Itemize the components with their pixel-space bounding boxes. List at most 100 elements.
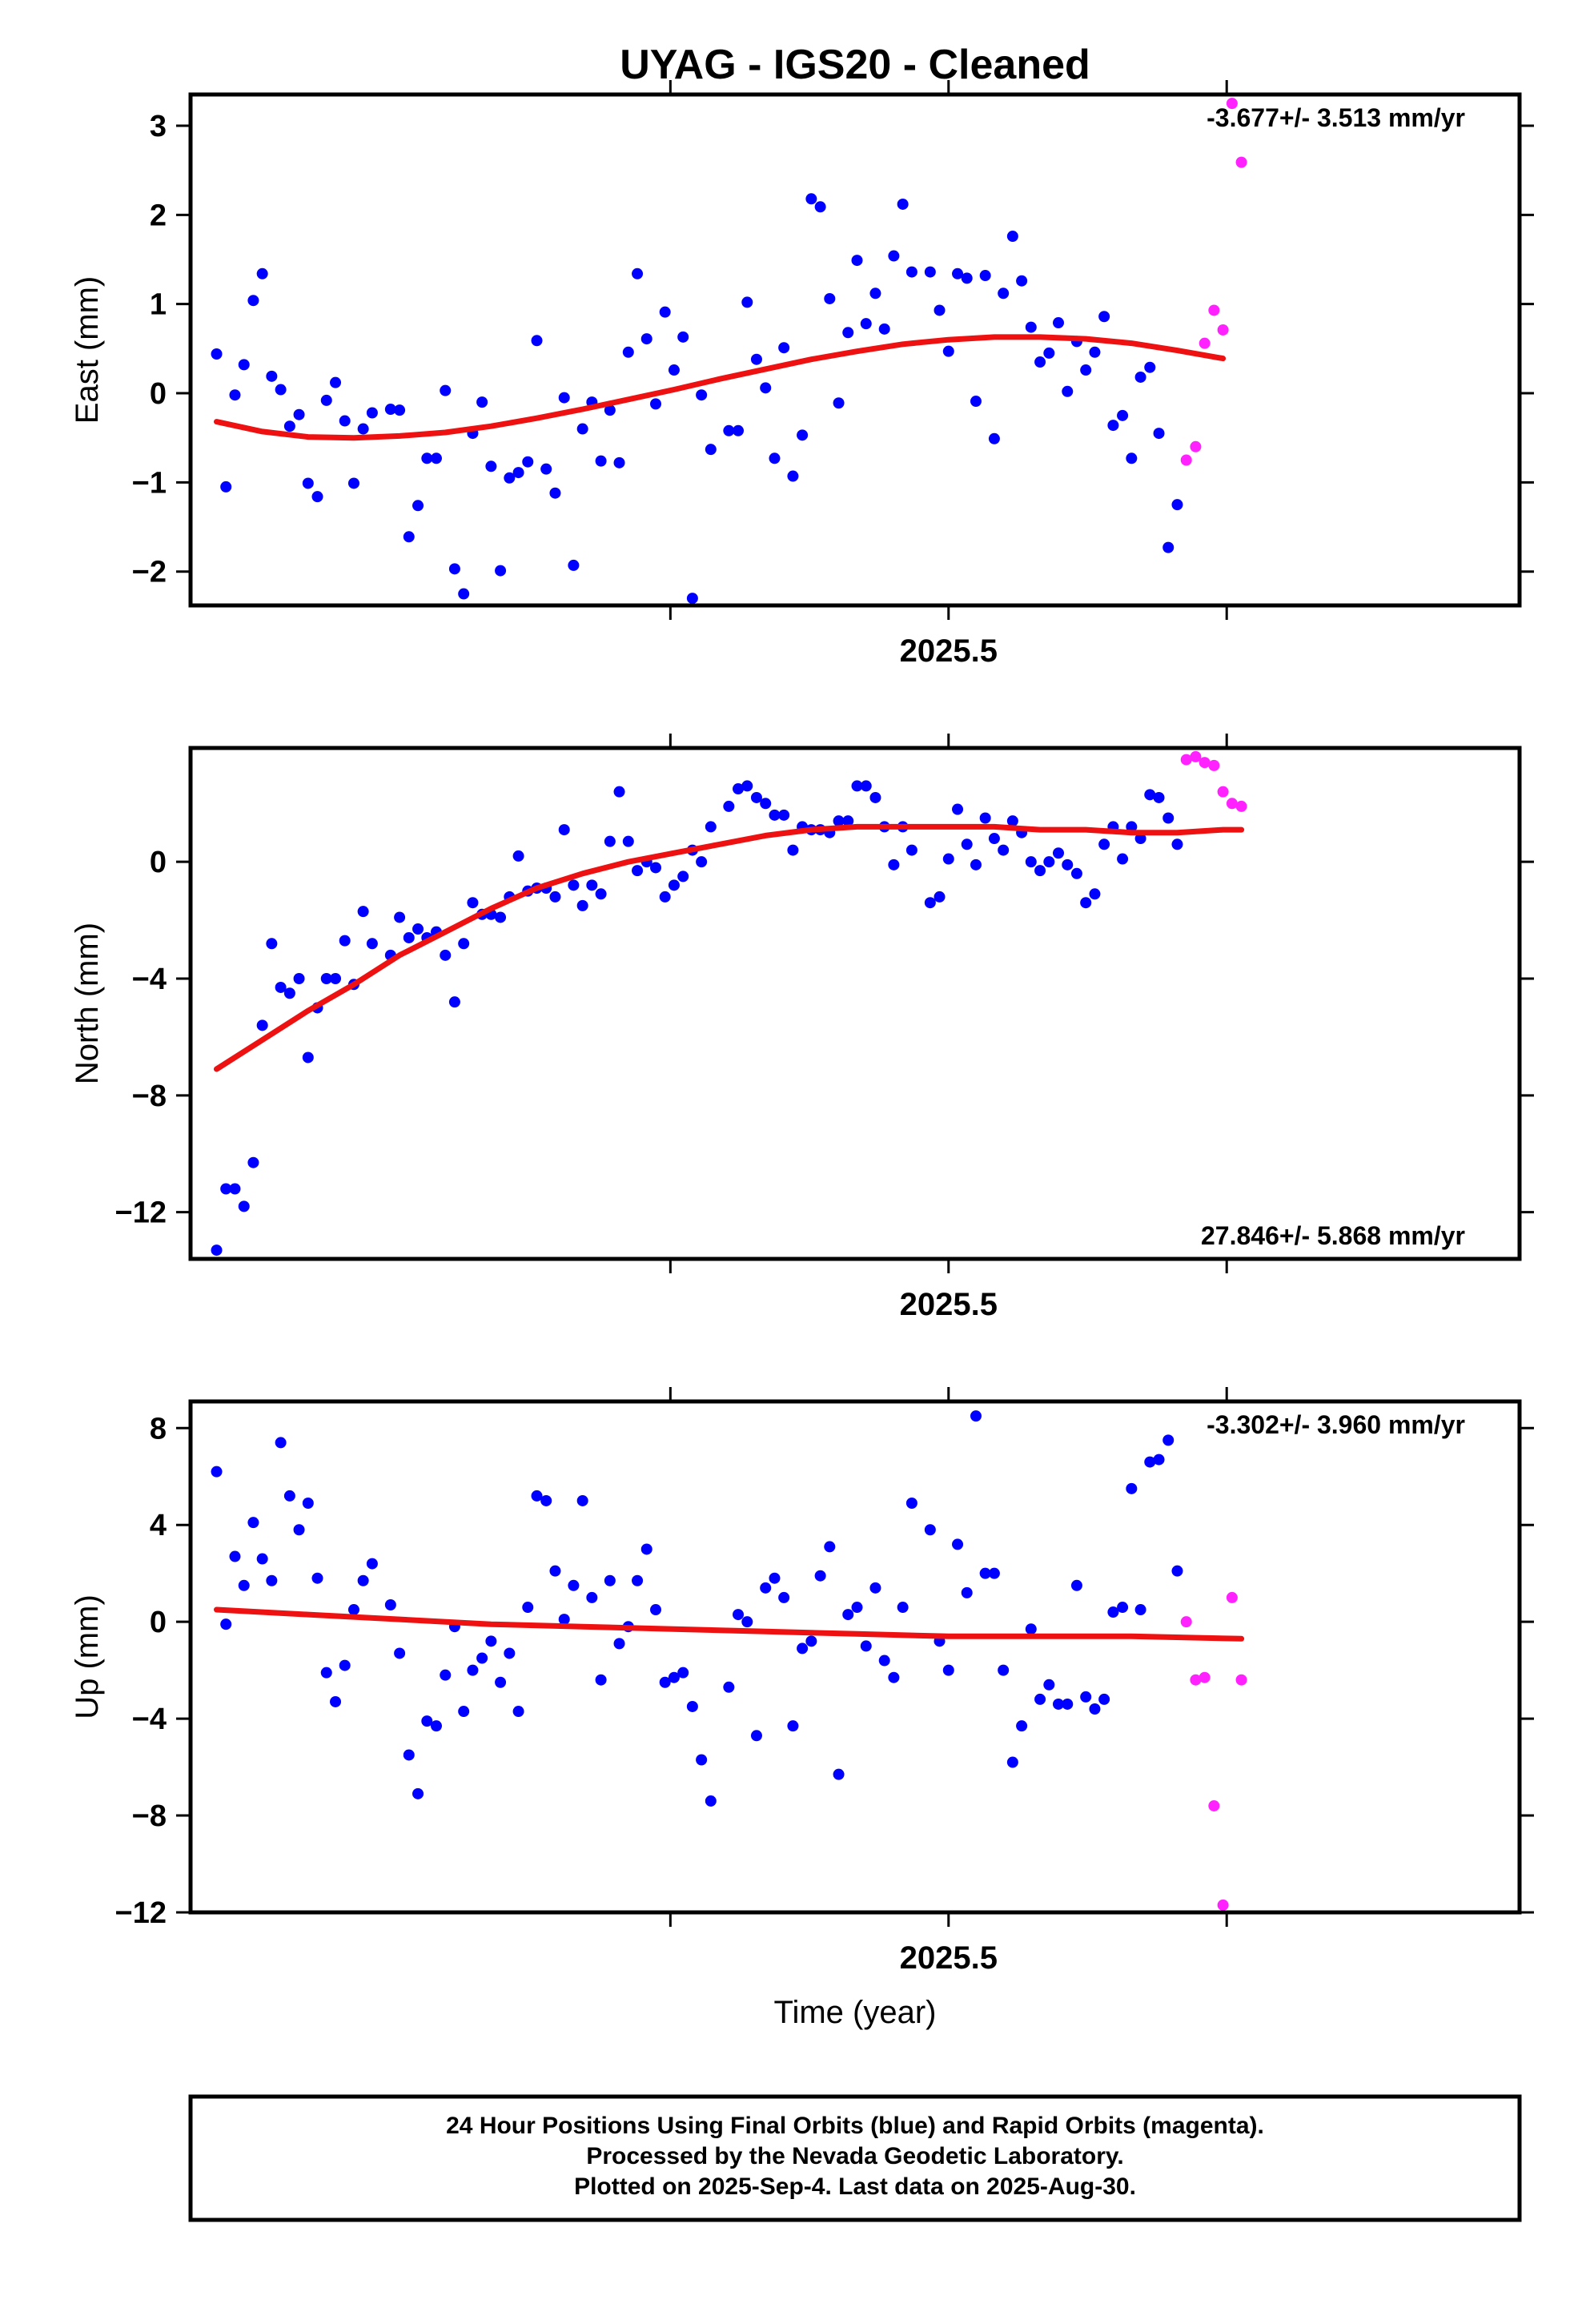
north-final-point [320, 973, 332, 985]
up-final-point [485, 1635, 497, 1647]
up-final-point [1016, 1720, 1028, 1732]
east-final-point [640, 333, 652, 345]
east-final-point [797, 429, 809, 441]
up-final-point [347, 1604, 359, 1616]
up-final-point [430, 1720, 442, 1732]
east-rapid-point [1235, 156, 1247, 168]
north-final-point [576, 899, 588, 911]
east-final-point [824, 292, 836, 304]
up-rapid-point [1235, 1674, 1247, 1686]
up-ytick-label: 8 [150, 1412, 167, 1445]
up-final-point [394, 1647, 406, 1659]
east-fit-line [214, 334, 1227, 441]
north-final-point [1006, 815, 1018, 827]
east-final-point [558, 392, 570, 404]
north-final-point [1117, 853, 1129, 865]
north-final-point [467, 897, 479, 909]
up-xlabel: Time (year) [774, 1995, 937, 2030]
north-final-point [733, 783, 745, 795]
east-final-point [476, 396, 488, 408]
east-final-point [659, 306, 671, 318]
east-final-point [1006, 231, 1018, 243]
up-final-point [988, 1567, 1000, 1579]
up-final-point [686, 1700, 698, 1712]
north-final-point [357, 906, 369, 918]
up-final-point [366, 1558, 378, 1570]
up-final-point [311, 1572, 323, 1584]
up-final-point [1134, 1604, 1146, 1616]
north-final-point [961, 838, 973, 850]
east-final-point [814, 201, 826, 213]
up-final-point [421, 1715, 433, 1727]
east-final-point [549, 487, 561, 499]
east-final-point [970, 396, 982, 408]
north-final-point [1053, 847, 1065, 859]
east-final-point [1025, 321, 1037, 333]
up-final-point [302, 1497, 314, 1509]
up-final-point [403, 1749, 415, 1761]
east-final-point [869, 287, 881, 300]
east-final-point [347, 477, 359, 489]
up-ytick-label: −4 [132, 1703, 167, 1736]
east-final-point [942, 345, 954, 357]
north-final-point [632, 865, 644, 877]
east-ylabel: East (mm) [70, 276, 105, 424]
up-final-point [1107, 1606, 1119, 1618]
north-final-point [1025, 856, 1037, 868]
east-final-point [1034, 356, 1046, 368]
north-final-point [613, 786, 625, 798]
east-final-point [952, 267, 964, 279]
north-ytick-label: −4 [132, 963, 167, 996]
up-final-point [1034, 1693, 1046, 1705]
north-final-point [979, 812, 991, 824]
up-final-point [283, 1490, 295, 1502]
east-final-point [833, 397, 845, 409]
east-rapid-point [1208, 304, 1220, 316]
east-final-point [311, 491, 323, 503]
north-ytick-label: −8 [132, 1080, 167, 1113]
north-final-point [568, 879, 580, 891]
east-final-series [211, 193, 1183, 605]
north-final-point [760, 798, 772, 810]
east-rapid-point [1199, 337, 1211, 349]
east-final-point [238, 359, 250, 371]
east-ytick-label: −1 [132, 466, 167, 500]
up-final-point [238, 1579, 250, 1591]
east-rate-label: -3.677+/- 3.513 mm/yr [1207, 103, 1465, 132]
east-final-point [440, 384, 452, 396]
up-final-point [942, 1664, 954, 1676]
east-final-point [668, 364, 680, 376]
up-final-point [640, 1543, 652, 1555]
north-final-point [677, 870, 689, 883]
north-final-point [988, 833, 1000, 845]
north-final-point [394, 911, 406, 923]
north-rapid-point [1190, 750, 1202, 762]
up-final-point [604, 1574, 616, 1586]
up-rapid-point [1217, 1899, 1229, 1911]
north-final-point [266, 938, 278, 950]
up-final-point [769, 1572, 781, 1584]
up-final-point [833, 1768, 845, 1780]
up-final-point [440, 1669, 452, 1681]
east-final-point [686, 593, 698, 605]
up-final-point [531, 1490, 543, 1502]
up-final-point [512, 1706, 524, 1718]
east-rapid-point [1217, 324, 1229, 336]
east-ytick-label: −2 [132, 556, 167, 589]
up-final-point [247, 1517, 259, 1529]
up-final-point [412, 1787, 424, 1799]
up-final-point [495, 1676, 507, 1688]
up-final-point [924, 1524, 936, 1536]
north-final-point [1043, 856, 1055, 868]
east-final-point [495, 565, 507, 577]
north-final-point [558, 824, 570, 836]
up-xtick-label: 2025.5 [900, 1940, 998, 1976]
up-fit-line [214, 1606, 1245, 1642]
up-final-point [1043, 1679, 1055, 1691]
north-final-point [750, 791, 762, 803]
up-rapid-series [1180, 1591, 1247, 1911]
north-panel: 0 −4 −8 −12 2025.5 North (mm) 27.846+/- 5.868 … [70, 734, 1534, 1322]
east-rapid-point [1180, 454, 1192, 466]
north-final-point [512, 850, 524, 862]
north-final-point [238, 1200, 250, 1212]
